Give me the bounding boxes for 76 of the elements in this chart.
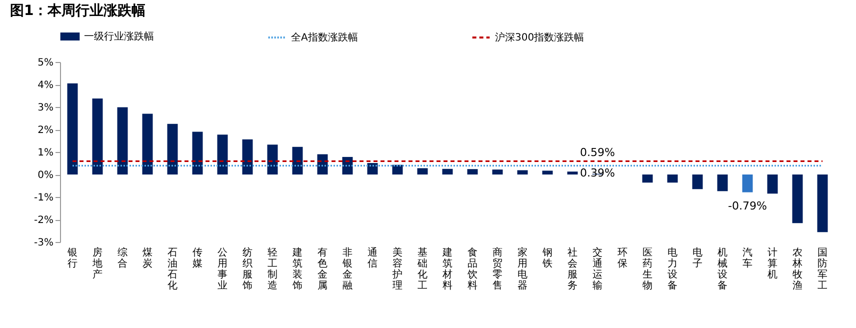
x-tick-label: 综合 bbox=[118, 246, 128, 270]
bar bbox=[92, 98, 103, 174]
y-tick-label: 2% bbox=[38, 125, 54, 136]
x-tick-label: 医药生物 bbox=[642, 248, 652, 292]
bar bbox=[392, 164, 403, 174]
x-tick-label: 纺织服饰 bbox=[242, 246, 252, 292]
x-tick-label: 食品饮料 bbox=[466, 246, 478, 292]
bar bbox=[292, 146, 303, 174]
legend-label: 一级行业涨跌幅 bbox=[84, 30, 154, 42]
bar bbox=[517, 170, 528, 174]
y-tick-label: 0% bbox=[38, 170, 54, 181]
x-tick-label: 国防军工 bbox=[818, 248, 828, 292]
x-tick-label: 传媒 bbox=[192, 248, 202, 270]
x-tick-label: 商贸零售 bbox=[492, 246, 502, 292]
x-tick-label: 建筑材料 bbox=[442, 246, 452, 292]
x-tick-label: 基础化工 bbox=[416, 246, 428, 292]
data-label: -0.79% bbox=[728, 199, 767, 212]
x-tick-label: 家用电器 bbox=[518, 246, 528, 292]
bar bbox=[467, 169, 478, 174]
bar bbox=[792, 174, 803, 224]
bar bbox=[317, 154, 328, 174]
y-tick-label: -3% bbox=[34, 238, 54, 248]
annotation: 0.59% bbox=[580, 146, 615, 160]
x-tick-label: 建筑装饰 bbox=[292, 246, 302, 292]
x-tick-label: 机械设备 bbox=[718, 246, 728, 292]
bar bbox=[417, 168, 428, 174]
bar bbox=[142, 114, 153, 174]
x-tick-label: 电力设备 bbox=[668, 246, 678, 292]
bar bbox=[492, 170, 503, 174]
bar bbox=[692, 174, 703, 190]
bar bbox=[542, 170, 553, 174]
bar bbox=[367, 163, 378, 174]
x-tick-label: 银行 bbox=[66, 248, 78, 270]
bar bbox=[567, 172, 578, 174]
bar bbox=[117, 107, 128, 174]
bar bbox=[817, 174, 828, 232]
bar bbox=[442, 168, 453, 174]
bar bbox=[742, 174, 753, 192]
bar bbox=[767, 174, 778, 194]
bar bbox=[342, 156, 353, 174]
bar bbox=[642, 174, 653, 183]
y-tick-label: -1% bbox=[34, 192, 54, 204]
x-tick-label: 钢铁 bbox=[542, 248, 552, 270]
x-tick-label: 环保 bbox=[618, 248, 628, 270]
x-tick-label: 公用事业 bbox=[218, 246, 228, 292]
x-tick-label: 有色金属 bbox=[318, 246, 328, 292]
x-tick-label: 社会服务 bbox=[568, 246, 578, 292]
bar bbox=[192, 132, 203, 174]
y-tick-label: 5% bbox=[38, 58, 54, 68]
bar bbox=[67, 83, 78, 174]
bar bbox=[267, 144, 278, 174]
x-tick-label: 轻工制造 bbox=[268, 246, 278, 292]
x-tick-label: 电子 bbox=[692, 246, 702, 270]
legend-label: 沪深300指数涨跌幅 bbox=[495, 32, 584, 44]
x-tick-label: 煤炭 bbox=[142, 246, 152, 270]
y-tick-label: 1% bbox=[38, 148, 54, 158]
x-tick-label: 石油石化 bbox=[168, 248, 178, 292]
x-tick-label: 非银金融 bbox=[342, 246, 352, 292]
y-tick-label: 4% bbox=[38, 80, 54, 91]
legend-label: 全A指数涨跌幅 bbox=[291, 32, 358, 44]
chart-title: 图1：本周行业涨跌幅 bbox=[10, 3, 146, 19]
x-tick-label: 美容护理 bbox=[392, 246, 402, 292]
annotation: 0.39% bbox=[580, 166, 615, 180]
x-tick-label: 通信 bbox=[368, 246, 378, 270]
x-tick-label: 汽车 bbox=[742, 246, 752, 270]
x-tick-label: 房地产 bbox=[92, 246, 102, 280]
y-tick-label: -2% bbox=[34, 215, 54, 226]
x-tick-label: 计算机 bbox=[768, 246, 778, 280]
x-tick-label: 交通运输 bbox=[592, 246, 602, 292]
bar bbox=[217, 134, 228, 174]
bar bbox=[167, 124, 178, 174]
bar bbox=[717, 174, 728, 192]
x-tick-label: 农林牧渔 bbox=[792, 248, 802, 292]
bar bbox=[667, 174, 678, 183]
y-tick-label: 3% bbox=[38, 102, 54, 114]
bar bbox=[242, 139, 253, 174]
